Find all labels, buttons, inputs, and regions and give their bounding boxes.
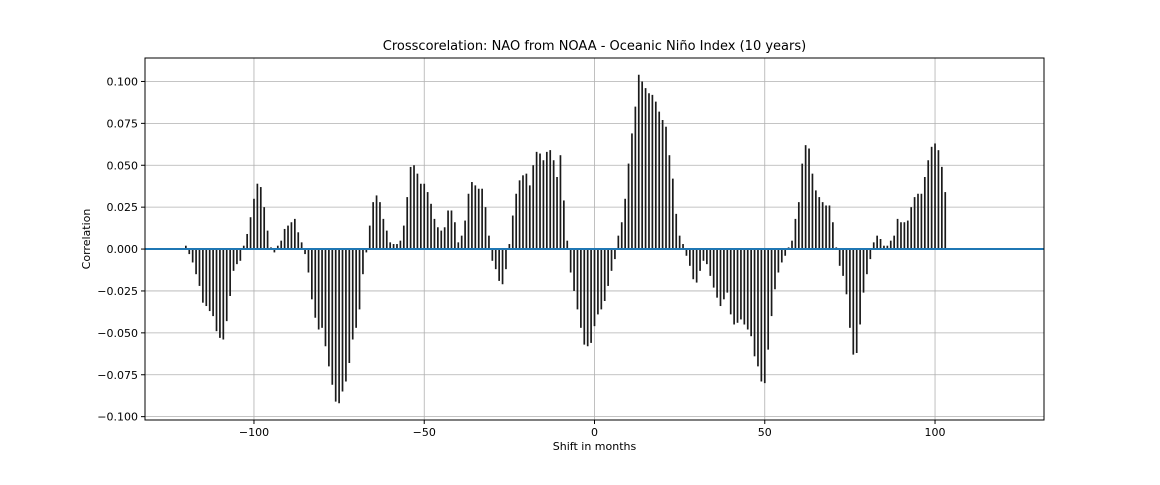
- y-tick-label: −0.100: [97, 411, 138, 424]
- grid-lines: [145, 58, 1044, 420]
- axis-ticks: −100 −50 0 50 100 −0.100 −0.075 −0.050 −0.025 0.0…: [97, 75, 945, 439]
- y-tick-label: 0.000: [107, 243, 139, 256]
- x-tick-label: 50: [758, 426, 772, 439]
- x-tick-label: −100: [239, 426, 269, 439]
- y-tick-label: −0.025: [97, 285, 138, 298]
- y-tick-label: −0.075: [97, 369, 138, 382]
- x-tick-label: 100: [925, 426, 946, 439]
- y-tick-label: 0.075: [107, 117, 139, 130]
- x-axis-label: Shift in months: [553, 440, 637, 453]
- y-axis-label: Correlation: [80, 209, 93, 270]
- chart-title: Crosscorelation: NAO from NOAA - Oceanic…: [383, 39, 806, 54]
- y-tick-label: −0.050: [97, 327, 138, 340]
- y-tick-label: 0.050: [107, 159, 139, 172]
- bar-series: [185, 74, 947, 404]
- x-tick-label: −50: [413, 426, 436, 439]
- y-tick-label: 0.100: [107, 75, 139, 88]
- y-tick-label: 0.025: [107, 201, 139, 214]
- x-tick-label: 0: [591, 426, 598, 439]
